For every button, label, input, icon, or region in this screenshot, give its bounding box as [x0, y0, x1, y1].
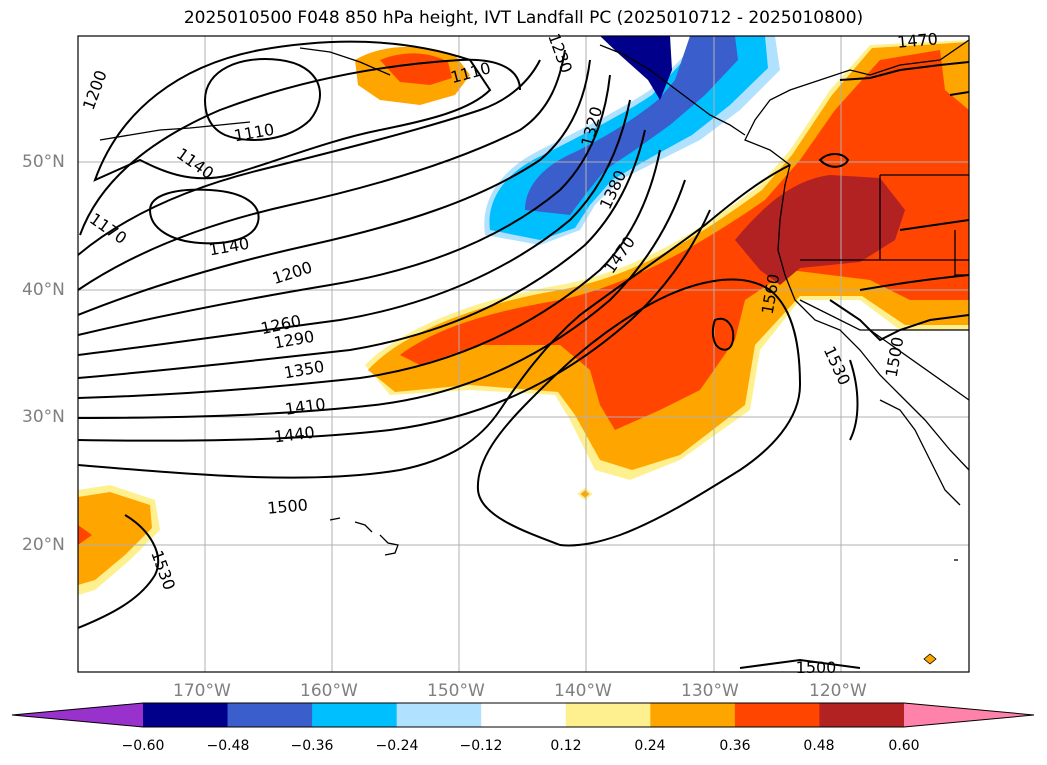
colorbar-cell — [396, 703, 482, 727]
contour-label: 1470 — [896, 29, 938, 51]
colorbar-tick: 0.24 — [634, 738, 666, 754]
colorbar-tick: −0.24 — [375, 738, 419, 754]
lon-label-120w: 120°W — [809, 681, 867, 701]
colorbar-tick: 0.36 — [719, 738, 751, 754]
contour-label: 1500 — [266, 495, 308, 517]
colorbar-extend-low — [12, 703, 143, 727]
map-title: 2025010500 F048 850 hPa height, IVT Land… — [183, 8, 864, 28]
colorbar-cell — [312, 703, 398, 727]
lon-label-130w: 130°W — [681, 681, 739, 701]
height-contours — [78, 40, 969, 669]
graticule — [78, 36, 969, 672]
lat-label-30n: 30°N — [22, 407, 65, 427]
colorbar-cell — [227, 703, 313, 727]
colorbar-tick: −0.60 — [121, 738, 165, 754]
colorbar-cell — [565, 703, 651, 727]
colorbar-tick: −0.12 — [459, 738, 503, 754]
colorbar-tick: −0.48 — [206, 738, 250, 754]
colorbar-tick: 0.48 — [803, 738, 835, 754]
lat-label-20n: 20°N — [22, 535, 65, 555]
colorbar-cell — [650, 703, 736, 727]
colorbar-outline — [11, 702, 1035, 728]
colorbar-extend-high — [904, 703, 1034, 727]
colorbar-tick: 0.12 — [550, 738, 582, 754]
colorbar-tick: −0.36 — [290, 738, 334, 754]
lon-label-170w: 170°W — [173, 681, 231, 701]
lat-label-40n: 40°N — [22, 280, 65, 300]
colorbar-cell — [143, 703, 229, 727]
colorbar-cell — [734, 703, 820, 727]
colorbar-tick: 0.60 — [888, 738, 920, 754]
ivt-shading — [78, 36, 969, 665]
colorbar — [11, 702, 1035, 728]
colorbar-cell — [481, 703, 567, 727]
contour-label: 1440 — [273, 423, 316, 447]
plot-frame — [77, 35, 970, 673]
lon-label-150w: 150°W — [427, 681, 485, 701]
coastlines — [99, 39, 969, 561]
lon-label-140w: 140°W — [554, 681, 612, 701]
colorbar-cell — [819, 703, 905, 727]
contour-label: 1500 — [796, 658, 837, 677]
lon-label-160w: 160°W — [300, 681, 358, 701]
lat-label-50n: 50°N — [22, 152, 65, 172]
